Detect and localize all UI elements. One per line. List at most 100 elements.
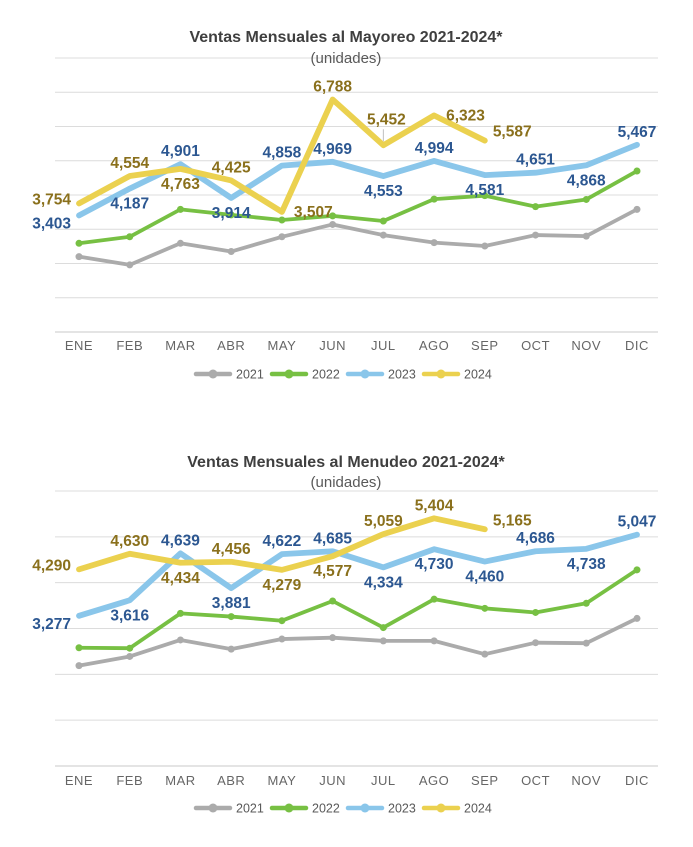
data-label-2023: 4,651 xyxy=(516,152,555,169)
month-label: ABR xyxy=(217,338,245,353)
data-label-2024: 5,165 xyxy=(493,512,532,529)
month-label: JUL xyxy=(371,338,396,353)
menudeo-line-chart: 3,277 3,616 4,639 3,881 4,622 4,685 4,334 4,730… xyxy=(32,454,658,816)
data-label-2023: 4,686 xyxy=(516,530,555,547)
month-label: SEP xyxy=(471,338,499,353)
month-label: FEB xyxy=(116,338,143,353)
data-label-2023: 5,047 xyxy=(618,514,657,531)
series-marker-2022 xyxy=(532,203,540,211)
series-marker-2022 xyxy=(379,624,387,632)
series-layer xyxy=(75,96,641,269)
data-label-2023: 4,334 xyxy=(364,574,403,591)
month-label: OCT xyxy=(521,338,550,353)
data-label-2024: 4,279 xyxy=(263,577,302,594)
series-line-2024 xyxy=(76,515,488,573)
series-marker-2022 xyxy=(176,205,184,213)
month-label: DIC xyxy=(625,338,649,353)
series-marker-2022 xyxy=(75,644,83,652)
mayoreo-line-chart: 3,403 4,187 4,901 3,914 4,858 4,969 4,553 4,994… xyxy=(32,29,658,382)
data-label-2023: 3,403 xyxy=(32,215,71,232)
data-label-2023: 4,730 xyxy=(415,556,454,573)
legend-label: 2024 xyxy=(464,368,492,382)
data-label-layer: 3,277 3,616 4,639 3,881 4,622 4,685 4,334 4,730… xyxy=(32,497,656,632)
data-label-2023: 4,639 xyxy=(161,532,200,549)
month-label: AGO xyxy=(419,338,449,353)
series-marker-2022 xyxy=(430,195,438,203)
legend-swatch-dot xyxy=(284,803,294,813)
series-marker-2021 xyxy=(379,637,387,645)
series-marker-2022 xyxy=(633,566,641,574)
series-line-2021 xyxy=(77,207,639,267)
month-label: MAY xyxy=(268,338,297,353)
legend-label: 2023 xyxy=(388,802,416,816)
series-marker-2021 xyxy=(582,639,590,647)
series-marker-2022 xyxy=(278,617,286,625)
data-label-2023: 3,881 xyxy=(212,595,251,612)
series-marker-2021 xyxy=(278,233,286,241)
series-marker-2022 xyxy=(227,211,235,219)
series-marker-2022 xyxy=(278,216,286,224)
legend-item-2024: 2024 xyxy=(421,368,492,382)
legend-label: 2022 xyxy=(312,802,340,816)
month-label: FEB xyxy=(116,773,143,788)
data-label-2024: 5,404 xyxy=(415,497,454,514)
data-label-2023: 4,187 xyxy=(110,196,149,213)
series-marker-2022 xyxy=(75,239,83,247)
data-label-2024: 3,507 xyxy=(294,204,333,221)
data-label-2024: 4,425 xyxy=(212,159,251,176)
series-line-2024 xyxy=(76,96,488,215)
series-marker-2021 xyxy=(379,231,387,239)
series-marker-2021 xyxy=(126,261,134,269)
series-marker-2022 xyxy=(329,597,337,605)
data-label-2023: 4,868 xyxy=(567,172,606,189)
legend-swatch-dot xyxy=(360,803,370,813)
month-label: ENE xyxy=(65,773,93,788)
series-marker-2021 xyxy=(532,231,540,239)
legend-label: 2023 xyxy=(388,368,416,382)
series-marker-2022 xyxy=(176,609,184,617)
legend-layer: 2021 2022 2023 2024 xyxy=(193,368,492,382)
legend-label: 2021 xyxy=(236,368,264,382)
series-marker-2022 xyxy=(379,217,387,225)
data-label-2024: 5,452 xyxy=(367,111,406,128)
data-label-2023: 3,616 xyxy=(110,607,149,624)
series-marker-2021 xyxy=(430,637,438,645)
month-axis-layer: ENE FEB MAR ABR MAY JUN JUL AGO SEP OCT NOV DIC xyxy=(65,773,649,788)
legend-swatch-dot xyxy=(360,369,370,379)
data-label-2024: 4,763 xyxy=(161,176,200,193)
data-label-2023: 4,553 xyxy=(364,183,403,200)
month-axis-layer: ENE FEB MAR ABR MAY JUN JUL AGO SEP OCT NOV DIC xyxy=(65,338,649,353)
data-label-2023: 4,581 xyxy=(465,182,504,199)
data-label-2024: 6,788 xyxy=(313,79,352,96)
series-marker-2021 xyxy=(633,614,641,622)
data-label-2024: 5,587 xyxy=(493,124,532,141)
series-marker-2022 xyxy=(126,644,134,652)
series-marker-2021 xyxy=(633,205,641,213)
data-label-2023: 3,277 xyxy=(32,616,71,633)
series-line-2021 xyxy=(77,616,639,668)
data-label-2024: 6,323 xyxy=(446,107,485,124)
series-marker-2021 xyxy=(481,242,489,250)
chart-title: Ventas Mensuales al Menudeo 2021-2024* xyxy=(187,454,505,471)
series-marker-2021 xyxy=(430,239,438,247)
data-label-2023: 4,969 xyxy=(313,141,352,158)
month-label: DIC xyxy=(625,773,649,788)
data-label-2023: 3,914 xyxy=(212,205,251,222)
series-marker-2022 xyxy=(430,595,438,603)
legend-swatch-dot xyxy=(208,803,218,813)
month-label: MAR xyxy=(165,338,195,353)
series-line-2022 xyxy=(77,567,639,651)
series-line-2022 xyxy=(77,169,639,246)
series-marker-2021 xyxy=(75,662,83,670)
month-label: MAR xyxy=(165,773,195,788)
month-label: JUN xyxy=(319,773,346,788)
data-label-2023: 4,622 xyxy=(263,533,302,550)
legend-label: 2022 xyxy=(312,368,340,382)
legend-item-2021: 2021 xyxy=(193,368,264,382)
data-label-2023: 4,685 xyxy=(313,530,352,547)
month-label: NOV xyxy=(571,338,601,353)
series-marker-2021 xyxy=(582,232,590,240)
series-marker-2022 xyxy=(582,599,590,607)
legend-swatch-dot xyxy=(284,369,294,379)
series-marker-2022 xyxy=(633,167,641,175)
